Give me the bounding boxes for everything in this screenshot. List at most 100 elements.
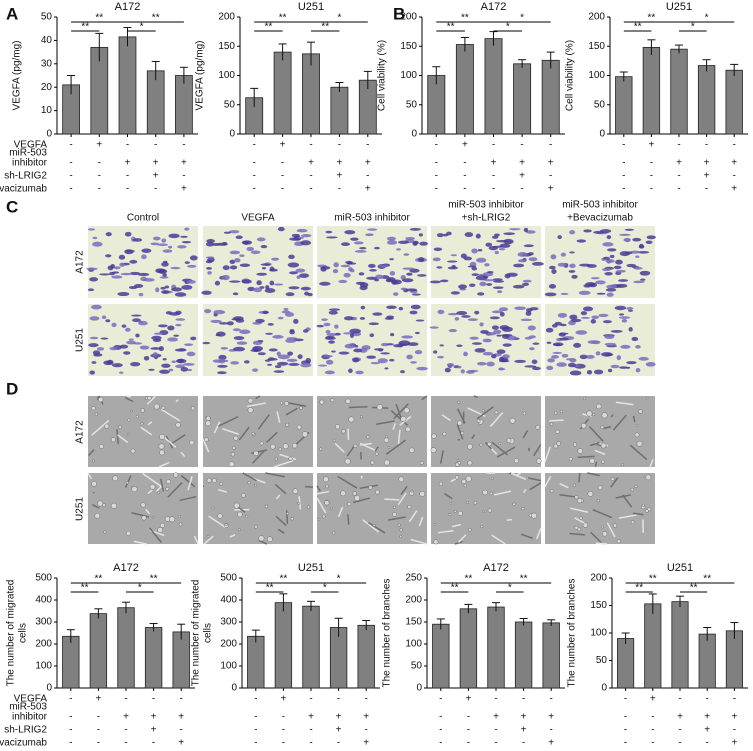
treatment-sign: + xyxy=(548,738,554,749)
cell xyxy=(277,226,285,232)
tube xyxy=(615,401,634,406)
cell xyxy=(245,515,249,518)
treatment-sign: - xyxy=(309,738,312,749)
cell xyxy=(158,324,168,328)
tube xyxy=(603,426,612,430)
cell xyxy=(482,351,494,356)
cell xyxy=(536,458,542,464)
cell xyxy=(233,346,246,352)
significance-label: * xyxy=(506,22,510,33)
tube xyxy=(167,482,183,498)
cell xyxy=(355,281,366,285)
cell xyxy=(164,285,170,289)
tube xyxy=(456,424,464,440)
bar xyxy=(302,53,320,135)
treatment-sign: - xyxy=(254,725,257,736)
cell xyxy=(487,441,492,447)
cell xyxy=(130,362,141,367)
treatment-sign: - xyxy=(154,184,157,195)
micrograph-bg xyxy=(88,396,198,467)
tube xyxy=(277,528,285,535)
cell xyxy=(252,368,259,372)
cell xyxy=(343,272,351,278)
cell xyxy=(86,267,98,271)
tube xyxy=(522,429,529,439)
tube xyxy=(218,415,239,427)
treatment-sign: + xyxy=(123,712,129,723)
treatment-sign: - xyxy=(254,694,257,705)
column-header: miR-503 inhibitor xyxy=(334,213,410,224)
significance-label: ** xyxy=(649,574,657,585)
cell xyxy=(264,504,269,509)
cell xyxy=(604,271,613,276)
cell xyxy=(600,425,605,430)
cell xyxy=(175,323,182,327)
tube xyxy=(418,516,424,527)
cell xyxy=(111,322,117,328)
cell xyxy=(390,333,395,337)
cell xyxy=(403,253,410,256)
cell xyxy=(159,369,170,374)
y-tick-label: 0 xyxy=(46,129,52,140)
cell xyxy=(152,236,161,241)
tube xyxy=(125,397,134,403)
cell xyxy=(535,425,541,430)
treatment-sign: - xyxy=(492,184,495,195)
cell xyxy=(409,310,418,315)
cell xyxy=(157,491,161,495)
cell xyxy=(499,243,511,248)
cell xyxy=(332,438,336,442)
cell xyxy=(471,248,478,254)
cell xyxy=(189,255,198,261)
tube xyxy=(279,453,297,461)
treatment-sign: - xyxy=(309,184,312,195)
cell xyxy=(262,310,269,315)
cell xyxy=(268,348,278,352)
cell xyxy=(247,398,254,404)
cell xyxy=(279,401,284,405)
cell xyxy=(370,460,375,465)
tube xyxy=(276,494,281,500)
chart-title: U251 xyxy=(298,1,324,13)
cell xyxy=(228,280,241,283)
cell xyxy=(366,435,370,439)
cell xyxy=(359,285,368,291)
cell xyxy=(634,432,640,438)
cell xyxy=(175,364,185,369)
bar xyxy=(541,59,560,135)
bar xyxy=(175,75,193,135)
cell xyxy=(446,231,452,236)
tube xyxy=(116,428,120,445)
cell xyxy=(111,275,123,279)
cell xyxy=(431,433,437,439)
cell xyxy=(632,237,642,242)
cell xyxy=(635,367,641,373)
cell xyxy=(230,361,240,365)
cell xyxy=(94,412,98,416)
tube xyxy=(618,514,637,519)
cell xyxy=(123,351,131,355)
cell xyxy=(490,476,494,480)
cell xyxy=(545,327,554,333)
tube xyxy=(367,521,386,534)
cell xyxy=(406,272,413,276)
cell xyxy=(233,336,245,341)
cell xyxy=(304,291,310,296)
treatment-sign: - xyxy=(309,140,312,151)
cell xyxy=(296,228,308,233)
cell xyxy=(174,348,187,352)
tube xyxy=(393,403,409,420)
y-axis-label: VEGFA (pg/mg) xyxy=(12,40,23,110)
cell xyxy=(529,307,539,311)
cell xyxy=(418,233,423,237)
cell xyxy=(159,433,165,440)
treatment-sign: + xyxy=(548,184,554,195)
cell xyxy=(493,280,505,283)
cell xyxy=(228,230,240,234)
tube xyxy=(529,482,542,491)
cell xyxy=(630,487,634,492)
tube xyxy=(334,442,345,453)
cell xyxy=(595,280,606,285)
cell xyxy=(119,344,129,349)
treatment-sign: + xyxy=(151,712,157,723)
